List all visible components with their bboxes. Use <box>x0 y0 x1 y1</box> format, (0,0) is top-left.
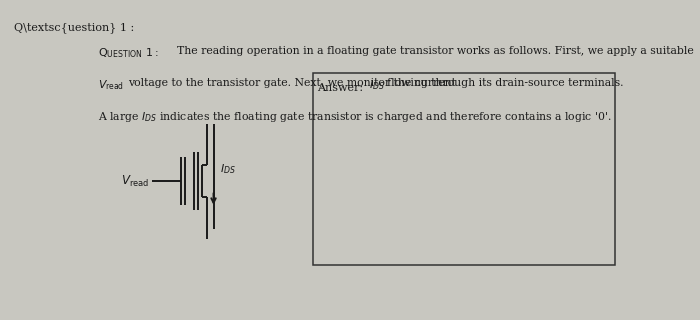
Bar <box>313 73 615 265</box>
Text: $V_\mathrm{read}$: $V_\mathrm{read}$ <box>121 174 149 189</box>
Text: $I_{DS}$: $I_{DS}$ <box>368 78 384 92</box>
Text: The reading operation in a floating gate transistor works as follows. First, we : The reading operation in a floating gate… <box>177 46 694 56</box>
Text: Answer:: Answer: <box>317 83 363 93</box>
Text: $V_\mathrm{read}$: $V_\mathrm{read}$ <box>98 78 125 92</box>
Text: voltage to the transistor gate. Next, we monitor the current: voltage to the transistor gate. Next, we… <box>128 78 456 88</box>
Text: $I_{DS}$: $I_{DS}$ <box>220 162 236 176</box>
Text: A large $I_{DS}$ indicates the floating gate transistor is charged and therefore: A large $I_{DS}$ indicates the floating … <box>98 110 612 124</box>
Text: $\mathrm{Q}_{\mathrm{UESTION}}\ 1:$: $\mathrm{Q}_{\mathrm{UESTION}}\ 1:$ <box>98 46 160 60</box>
Text: Q\textsc{uestion} 1 :: Q\textsc{uestion} 1 : <box>14 22 134 33</box>
Text: flowing through its drain-source terminals.: flowing through its drain-source termina… <box>387 78 624 88</box>
